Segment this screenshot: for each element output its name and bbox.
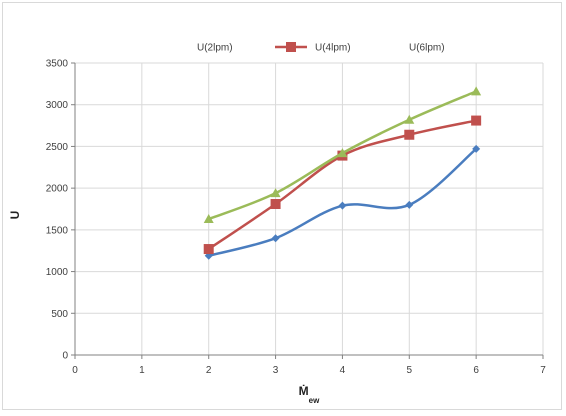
data-point [338,201,347,210]
series-group [203,86,482,260]
data-point [404,114,415,124]
axes [71,62,544,359]
series-1 [204,144,481,260]
legend-item-2: U(4lpm) [275,42,351,54]
legend-item-3: U(6lpm) [409,43,445,54]
data-point [404,129,415,140]
x-axis-label-subscript: ew [309,396,320,405]
data-point [270,198,281,209]
y-tick-label: 0 [62,351,68,362]
x-tick-label: 7 [540,365,546,376]
grid [74,62,544,356]
y-axis-label: U [8,211,22,220]
x-tick-label: 5 [407,365,413,376]
data-point [203,244,214,255]
legend-label: U(4lpm) [315,43,351,54]
y-tick-label: 3500 [46,59,69,70]
tick-labels: 0 500 1000 1500 2000 2500 3000 3500 0 1 2 3 4 5 6 7 [46,59,546,377]
legend: U(2lpm) U(4lpm) U(6lpm) [197,42,445,54]
legend-item-1: U(2lpm) [197,43,233,54]
x-axis-label: Ṁew [299,383,320,405]
x-tick-label: 2 [206,365,212,376]
data-point [271,234,280,243]
data-point [471,86,482,96]
y-tick-label: 1000 [46,267,69,278]
data-point [405,200,414,209]
line-chart: 0 500 1000 1500 2000 2500 3000 3500 0 1 2 3 4 5 6 7 U(2… [8,42,546,405]
y-tick-label: 3000 [46,100,69,111]
x-tick-label: 0 [72,365,78,376]
legend-label: U(2lpm) [197,43,233,54]
data-point [472,144,481,153]
data-point [471,115,482,126]
chart-frame: 0 500 1000 1500 2000 2500 3000 3500 0 1 2 3 4 5 6 7 U(2… [2,2,562,410]
x-tick-label: 6 [473,365,479,376]
x-tick-label: 4 [340,365,346,376]
data-point [337,148,348,158]
series-3 [203,86,482,224]
y-tick-label: 2000 [46,184,69,195]
x-tick-label: 1 [139,365,145,376]
legend-marker [286,42,296,52]
y-tick-label: 2500 [46,142,69,153]
y-tick-label: 1500 [46,225,69,236]
data-point [270,188,281,198]
x-axis-label-main: Ṁ [299,383,309,398]
y-tick-label: 500 [51,309,68,320]
data-point [203,214,214,224]
x-tick-label: 3 [273,365,279,376]
legend-label: U(6lpm) [409,43,445,54]
